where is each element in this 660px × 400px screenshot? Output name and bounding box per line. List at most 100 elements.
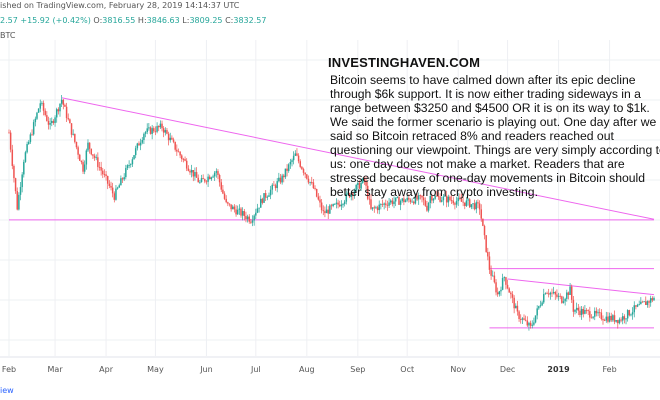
candle-body bbox=[628, 310, 631, 316]
candle-body bbox=[126, 165, 129, 169]
candle-body bbox=[213, 172, 216, 177]
candle-body bbox=[80, 160, 83, 163]
candle-body bbox=[472, 203, 474, 205]
candle-body bbox=[207, 176, 209, 182]
candle-body bbox=[55, 109, 58, 118]
candle-body bbox=[363, 178, 366, 181]
candle-body bbox=[302, 169, 305, 173]
candle-body bbox=[241, 211, 244, 216]
candle-body bbox=[597, 312, 599, 314]
candle-body bbox=[19, 187, 22, 195]
candle-body bbox=[649, 298, 652, 303]
candle-body bbox=[110, 185, 112, 188]
candle-body bbox=[87, 142, 89, 151]
candle-body bbox=[98, 166, 101, 168]
candle-body bbox=[299, 161, 301, 167]
candle-body bbox=[14, 178, 17, 192]
candle-body bbox=[473, 203, 476, 210]
candle-body bbox=[144, 132, 147, 134]
candle-body bbox=[230, 204, 232, 210]
candle-body bbox=[304, 172, 306, 175]
candle-body bbox=[42, 102, 45, 111]
candle-body bbox=[501, 278, 504, 290]
candle-body bbox=[317, 196, 320, 200]
candle-body bbox=[421, 195, 423, 198]
candle-body bbox=[18, 194, 20, 210]
candle-body bbox=[197, 177, 199, 183]
candle-body bbox=[526, 320, 529, 326]
candle-body bbox=[130, 164, 132, 166]
candle-body bbox=[111, 187, 114, 194]
candle-body bbox=[552, 292, 555, 294]
candle-body bbox=[258, 207, 260, 209]
x-tick-label: Feb bbox=[602, 365, 616, 374]
candle-body bbox=[11, 149, 14, 166]
candle-body bbox=[338, 204, 341, 207]
candle-body bbox=[350, 193, 352, 198]
candle-body bbox=[442, 196, 445, 201]
candle-body bbox=[13, 165, 15, 179]
candle-body bbox=[590, 317, 593, 319]
candle-body bbox=[355, 184, 357, 191]
candle-body bbox=[47, 120, 50, 125]
candle-body bbox=[92, 154, 94, 156]
x-tick-label: Aug bbox=[299, 365, 315, 374]
candle-body bbox=[31, 134, 33, 136]
candle-body bbox=[452, 200, 455, 204]
candle-body bbox=[232, 206, 234, 210]
candle-body bbox=[222, 189, 224, 194]
candle-body bbox=[235, 209, 237, 215]
candle-body bbox=[381, 203, 384, 205]
candle-body bbox=[264, 193, 267, 198]
candle-body bbox=[194, 172, 196, 177]
candle-body bbox=[248, 216, 250, 222]
candle-body bbox=[121, 178, 124, 180]
high-label: H: bbox=[137, 16, 147, 25]
candle-body bbox=[480, 209, 482, 219]
candle-body bbox=[29, 134, 32, 142]
candle-body bbox=[149, 127, 152, 134]
candle-body bbox=[334, 203, 336, 205]
candle-body bbox=[483, 225, 486, 236]
candle-body bbox=[608, 315, 611, 322]
candle-body bbox=[128, 165, 130, 166]
candle-body bbox=[638, 304, 640, 306]
candle-body bbox=[401, 198, 404, 201]
candle-body bbox=[626, 310, 629, 319]
candle-body bbox=[39, 103, 42, 109]
price-change: +15.92 (+0.42%) bbox=[20, 16, 91, 25]
candle-body bbox=[102, 170, 104, 175]
candle-body bbox=[77, 147, 79, 155]
symbol-text: BTC bbox=[0, 31, 16, 40]
candle-body bbox=[113, 193, 116, 200]
candle-body bbox=[432, 198, 435, 201]
candle-body bbox=[348, 193, 351, 198]
high-value: 3846.63 bbox=[146, 16, 180, 25]
candle-body bbox=[307, 178, 310, 183]
candle-body bbox=[34, 118, 37, 123]
candle-body bbox=[143, 133, 145, 140]
candle-body bbox=[543, 294, 545, 303]
candle-body bbox=[246, 216, 249, 220]
candle-body bbox=[289, 161, 292, 165]
candle-body bbox=[623, 316, 626, 320]
candle-body bbox=[454, 203, 456, 205]
candle-body bbox=[648, 301, 650, 303]
tradingview-link[interactable]: iew bbox=[0, 386, 14, 395]
candle-body bbox=[618, 319, 621, 324]
candle-body bbox=[459, 197, 461, 200]
candle-body bbox=[547, 293, 550, 295]
candle-body bbox=[205, 181, 208, 183]
candle-body bbox=[268, 195, 270, 197]
candle-body bbox=[184, 159, 186, 161]
candle-body bbox=[41, 102, 43, 104]
candle-body bbox=[360, 182, 362, 189]
candle-body bbox=[123, 177, 125, 180]
candle-body bbox=[330, 205, 333, 207]
candle-body bbox=[496, 292, 499, 295]
x-tick-label: Jul bbox=[250, 365, 261, 374]
candle-body bbox=[174, 141, 176, 150]
candle-body bbox=[329, 205, 331, 214]
candle-body bbox=[136, 143, 139, 149]
